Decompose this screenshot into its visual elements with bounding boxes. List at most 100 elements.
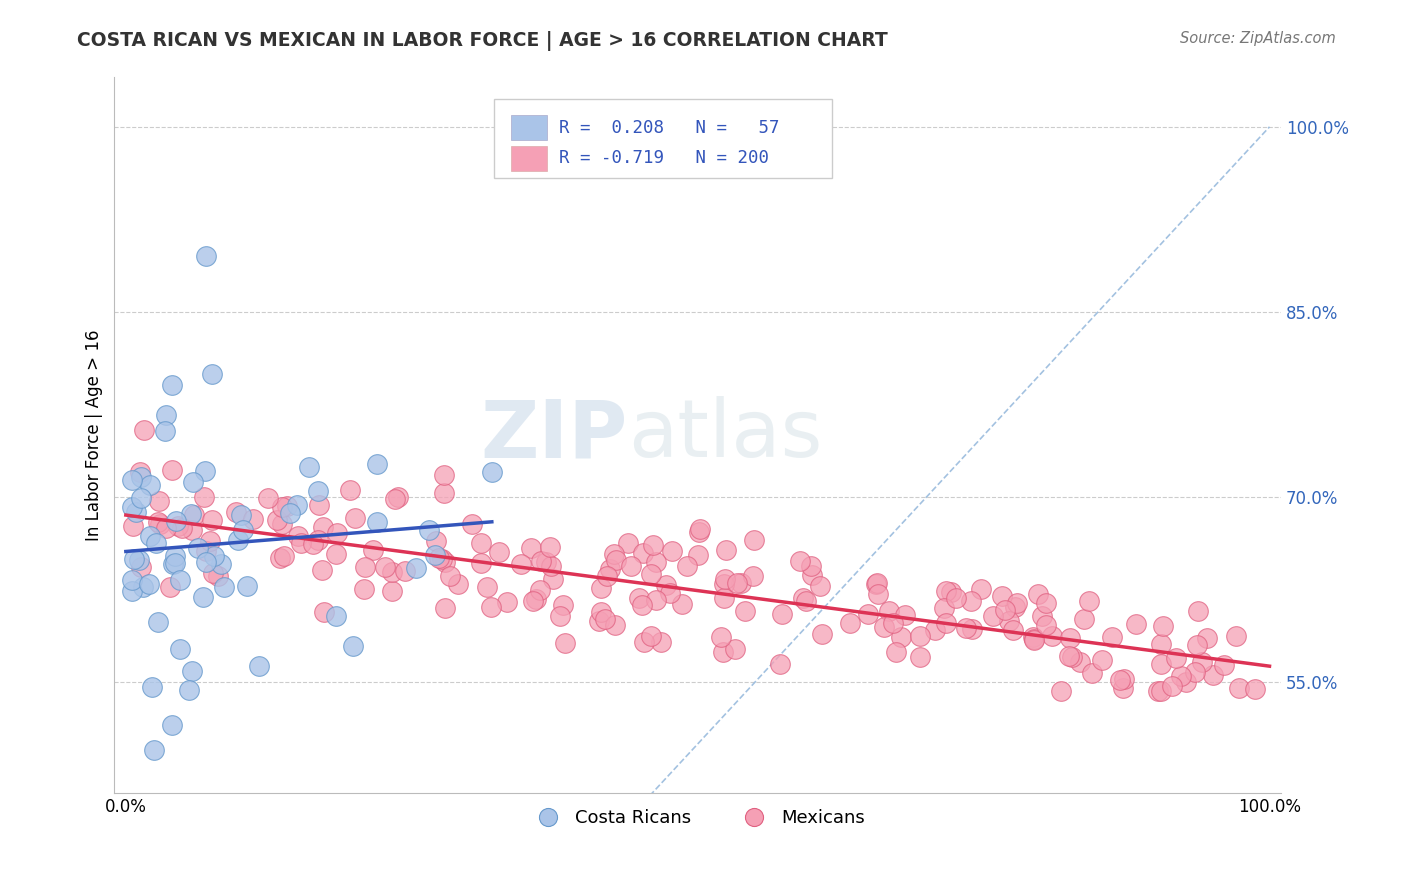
- Point: [1160, 679, 1182, 693]
- Point: [193, 490, 215, 504]
- Point: [298, 459, 321, 474]
- Point: [866, 575, 889, 590]
- Point: [225, 505, 247, 519]
- Point: [1184, 665, 1206, 680]
- Point: [141, 680, 163, 694]
- Point: [1147, 683, 1170, 698]
- Point: [627, 591, 650, 606]
- Point: [470, 536, 492, 550]
- Point: [430, 552, 453, 566]
- Point: [1005, 596, 1028, 610]
- Point: [591, 605, 613, 619]
- Point: [194, 465, 217, 479]
- Point: [374, 559, 396, 574]
- Point: [772, 607, 794, 621]
- Point: [148, 494, 170, 508]
- Point: [742, 533, 765, 548]
- Point: [538, 540, 561, 554]
- Point: [769, 657, 792, 671]
- Point: [344, 511, 367, 525]
- Point: [800, 558, 823, 573]
- Point: [1152, 619, 1174, 633]
- Point: [153, 424, 176, 438]
- Point: [128, 466, 150, 480]
- Point: [509, 557, 531, 571]
- Point: [588, 615, 610, 629]
- Point: [129, 559, 152, 574]
- Point: [209, 558, 232, 572]
- Point: [1112, 681, 1135, 695]
- Point: [434, 600, 457, 615]
- Point: [991, 589, 1014, 603]
- Point: [1059, 632, 1081, 646]
- Point: [935, 583, 957, 598]
- Point: [676, 558, 699, 573]
- Point: [994, 603, 1017, 617]
- FancyBboxPatch shape: [510, 146, 547, 170]
- Point: [1081, 665, 1104, 680]
- Point: [655, 578, 678, 592]
- Point: [932, 601, 955, 615]
- Point: [530, 554, 553, 568]
- Point: [689, 522, 711, 536]
- Point: [202, 549, 225, 563]
- Point: [366, 515, 388, 529]
- Point: [866, 587, 889, 601]
- Point: [121, 473, 143, 487]
- Point: [165, 556, 187, 570]
- Point: [418, 523, 440, 537]
- Point: [1150, 657, 1173, 672]
- Point: [1004, 600, 1026, 615]
- Point: [122, 552, 145, 566]
- Point: [302, 537, 325, 551]
- Point: [311, 563, 333, 577]
- Point: [725, 575, 748, 590]
- Point: [470, 556, 492, 570]
- Point: [894, 608, 917, 623]
- Point: [1202, 667, 1225, 681]
- Point: [1108, 673, 1130, 687]
- Point: [169, 573, 191, 587]
- Point: [326, 526, 349, 541]
- Point: [143, 743, 166, 757]
- Point: [121, 500, 143, 515]
- Point: [194, 556, 217, 570]
- Point: [270, 500, 292, 514]
- Point: [495, 595, 517, 609]
- Point: [714, 543, 737, 558]
- Point: [908, 629, 931, 643]
- Point: [1174, 674, 1197, 689]
- Point: [121, 584, 143, 599]
- Point: [605, 552, 627, 566]
- Point: [257, 491, 280, 505]
- Point: [125, 506, 148, 520]
- Point: [1150, 637, 1173, 651]
- Point: [195, 544, 218, 558]
- Point: [165, 549, 187, 563]
- Point: [155, 408, 177, 422]
- Point: [939, 585, 962, 599]
- Point: [688, 525, 710, 540]
- Text: COSTA RICAN VS MEXICAN IN LABOR FORCE | AGE > 16 CORRELATION CHART: COSTA RICAN VS MEXICAN IN LABOR FORCE | …: [77, 31, 889, 51]
- Point: [1114, 672, 1136, 686]
- Point: [1170, 669, 1192, 683]
- Point: [548, 608, 571, 623]
- Point: [325, 547, 347, 561]
- Point: [865, 576, 887, 591]
- Point: [713, 591, 735, 606]
- Point: [172, 521, 194, 535]
- Point: [1101, 630, 1123, 644]
- Point: [194, 249, 217, 263]
- Point: [960, 622, 983, 636]
- Point: [129, 470, 152, 484]
- Point: [273, 549, 295, 564]
- Point: [433, 555, 456, 569]
- Point: [856, 607, 879, 622]
- Point: [242, 512, 264, 526]
- Point: [387, 490, 409, 504]
- Point: [1191, 655, 1213, 669]
- Point: [198, 533, 221, 548]
- Point: [247, 658, 270, 673]
- Point: [714, 572, 737, 586]
- Point: [1166, 651, 1188, 665]
